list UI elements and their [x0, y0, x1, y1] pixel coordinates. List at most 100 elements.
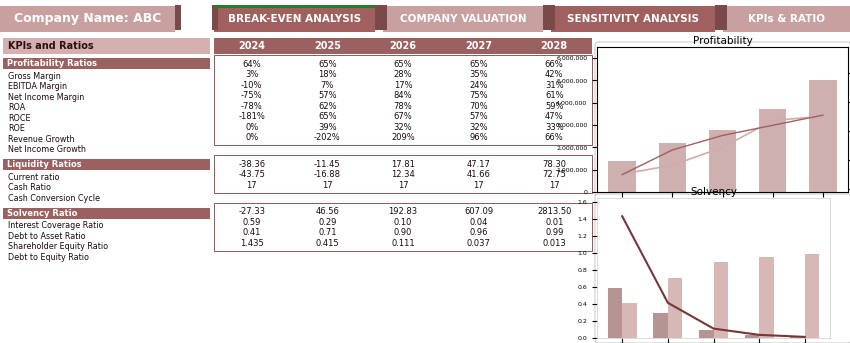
Text: 0.99: 0.99 — [545, 228, 564, 237]
Bar — [608, 288, 622, 338]
Text: 78.30: 78.30 — [542, 160, 566, 169]
Debt to — [708, 327, 718, 331]
Text: 0.96: 0.96 — [469, 228, 488, 237]
Title: Profitability: Profitability — [693, 36, 752, 46]
Text: 84%: 84% — [394, 91, 412, 100]
Text: 39%: 39% — [318, 123, 337, 132]
Text: 7%: 7% — [320, 81, 334, 90]
Text: 0.415: 0.415 — [315, 239, 339, 248]
Text: -202%: -202% — [314, 133, 341, 142]
Text: 17: 17 — [549, 181, 559, 190]
Text: 32%: 32% — [394, 123, 412, 132]
Bar — [659, 143, 686, 192]
Bar — [214, 55, 592, 145]
Text: 61%: 61% — [545, 91, 564, 100]
Text: Solvency Ratio: Solvency Ratio — [7, 209, 77, 217]
Text: SENSITIVITY ANALYSIS: SENSITIVITY ANALYSIS — [567, 14, 699, 24]
Text: 0.41: 0.41 — [242, 228, 261, 237]
Text: Net Income Margin: Net Income Margin — [8, 93, 84, 102]
Text: 2025: 2025 — [314, 41, 341, 51]
Bar — [713, 262, 728, 338]
Text: 17%: 17% — [394, 81, 412, 90]
Text: Revenue Growth: Revenue Growth — [8, 135, 75, 144]
Text: COMPANY VALUATION: COMPANY VALUATION — [400, 14, 526, 24]
Text: 57%: 57% — [469, 112, 488, 121]
Bar — [654, 314, 668, 338]
Bar — [214, 202, 592, 250]
Debt to — [754, 333, 764, 337]
Bar — [809, 81, 836, 192]
Bar — [3, 159, 210, 170]
Text: 0.29: 0.29 — [318, 218, 337, 227]
Text: Gross Margin: Gross Margin — [8, 72, 60, 81]
Text: 17: 17 — [473, 181, 484, 190]
Text: EBITDA Margin: EBITDA Margin — [8, 82, 67, 91]
Text: 70%: 70% — [469, 102, 488, 111]
Text: -75%: -75% — [241, 91, 263, 100]
Bar — [721, 5, 727, 30]
Text: 72.75: 72.75 — [542, 170, 566, 179]
Bar — [381, 5, 387, 30]
Text: ROE: ROE — [8, 124, 25, 133]
Bar — [699, 330, 713, 338]
Bar — [715, 5, 721, 30]
Text: 59%: 59% — [545, 102, 564, 111]
Title: Solvency: Solvency — [690, 187, 737, 197]
Text: Shareholder Equity Ratio: Shareholder Equity Ratio — [8, 242, 108, 251]
Text: Liquidity Ratios: Liquidity Ratios — [7, 160, 82, 169]
Bar — [3, 208, 210, 218]
Bar — [0, 6, 175, 32]
Text: KPIs & RATIO: KPIs & RATIO — [748, 14, 825, 24]
Text: 33%: 33% — [545, 123, 564, 132]
Bar — [3, 58, 210, 69]
Text: 78%: 78% — [394, 102, 412, 111]
Text: 0.04: 0.04 — [469, 218, 488, 227]
Bar — [723, 6, 850, 32]
Text: -181%: -181% — [238, 112, 265, 121]
Text: 2027: 2027 — [465, 41, 492, 51]
Text: 607.09: 607.09 — [464, 207, 493, 216]
Text: 0.013: 0.013 — [542, 239, 566, 248]
Text: 96%: 96% — [469, 133, 488, 142]
Text: 66%: 66% — [545, 60, 564, 69]
Text: 0.90: 0.90 — [394, 228, 412, 237]
Text: Profitability Ratios: Profitability Ratios — [7, 59, 97, 68]
Text: 0.10: 0.10 — [394, 218, 412, 227]
Text: 0.59: 0.59 — [242, 218, 261, 227]
Text: 65%: 65% — [394, 60, 412, 69]
Text: 3%: 3% — [245, 70, 258, 79]
Bar — [551, 6, 715, 32]
Text: 47.17: 47.17 — [467, 160, 490, 169]
Debt to — [663, 301, 673, 305]
Text: 32%: 32% — [469, 123, 488, 132]
Bar — [709, 130, 736, 192]
Text: Interest Coverage Ratio: Interest Coverage Ratio — [8, 221, 104, 230]
Bar — [212, 5, 218, 30]
Bar — [214, 5, 375, 8]
Text: 17.81: 17.81 — [391, 160, 415, 169]
Text: -10%: -10% — [241, 81, 263, 90]
Text: BREAK-EVEN ANALYSIS: BREAK-EVEN ANALYSIS — [228, 14, 361, 24]
Bar — [668, 278, 683, 338]
Text: 2024: 2024 — [238, 41, 265, 51]
Text: 2813.50: 2813.50 — [537, 207, 571, 216]
Text: ROA: ROA — [8, 103, 25, 112]
Text: 17: 17 — [246, 181, 257, 190]
Bar — [3, 38, 210, 54]
Debt to — [617, 214, 627, 218]
Text: Current ratio: Current ratio — [8, 173, 60, 182]
Text: -11.45: -11.45 — [314, 160, 341, 169]
Text: 47%: 47% — [545, 112, 564, 121]
Text: 18%: 18% — [318, 70, 337, 79]
Text: 62%: 62% — [318, 102, 337, 111]
Text: 31%: 31% — [545, 81, 564, 90]
Text: 57%: 57% — [318, 91, 337, 100]
Text: 66%: 66% — [545, 133, 564, 142]
Text: 28%: 28% — [394, 70, 412, 79]
Text: 65%: 65% — [469, 60, 488, 69]
Bar — [609, 161, 636, 192]
Text: 35%: 35% — [469, 70, 488, 79]
Text: 24%: 24% — [469, 81, 488, 90]
Text: 42%: 42% — [545, 70, 564, 79]
Bar — [175, 5, 181, 30]
